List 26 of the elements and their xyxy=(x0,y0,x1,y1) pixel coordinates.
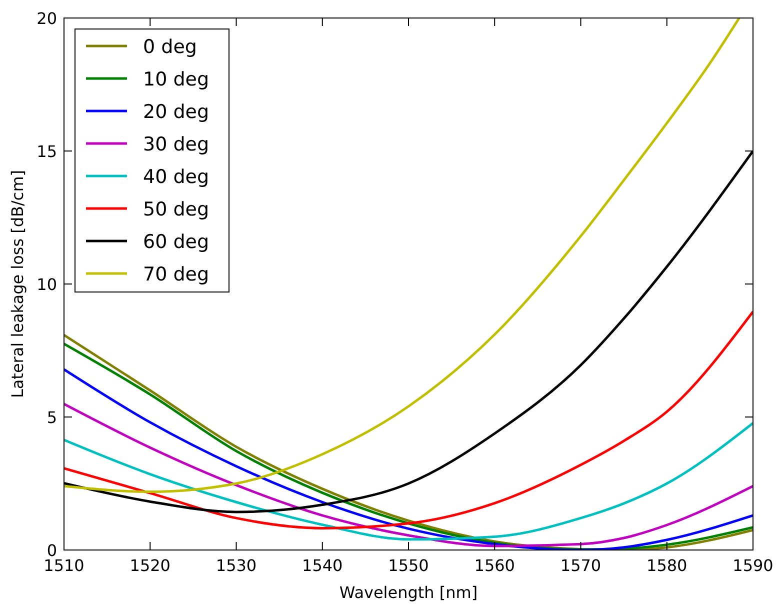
x-tick-label: 1580 xyxy=(646,556,688,575)
legend-label: 30 deg xyxy=(143,134,210,156)
x-tick-label: 1590 xyxy=(732,556,774,575)
legend-label: 60 deg xyxy=(143,231,210,253)
line-series xyxy=(64,402,753,548)
y-tick-label: 5 xyxy=(46,408,57,427)
legend-label: 0 deg xyxy=(143,36,197,58)
x-tick-label: 1570 xyxy=(560,556,602,575)
line-series xyxy=(64,18,740,493)
legend-label: 20 deg xyxy=(143,101,210,123)
y-tick-label: 15 xyxy=(36,142,57,161)
x-tick-label: 1560 xyxy=(474,556,515,575)
legend-label: 10 deg xyxy=(143,68,210,90)
line-series xyxy=(64,310,753,530)
legend-label: 70 deg xyxy=(143,264,210,286)
x-tick-label: 1540 xyxy=(302,556,343,575)
x-axis-title: Wavelength [nm] xyxy=(339,583,478,602)
x-tick-label: 1550 xyxy=(388,556,429,575)
y-tick-label: 20 xyxy=(36,9,57,28)
y-tick-label: 10 xyxy=(36,275,57,294)
legend-label: 50 deg xyxy=(143,198,210,220)
x-tick-label: 1530 xyxy=(216,556,257,575)
y-axis-title: Lateral leakage loss [dB/cm] xyxy=(8,170,27,398)
legend-label: 40 deg xyxy=(143,166,210,188)
x-tick-label: 1520 xyxy=(130,556,170,575)
line-series xyxy=(64,422,753,541)
